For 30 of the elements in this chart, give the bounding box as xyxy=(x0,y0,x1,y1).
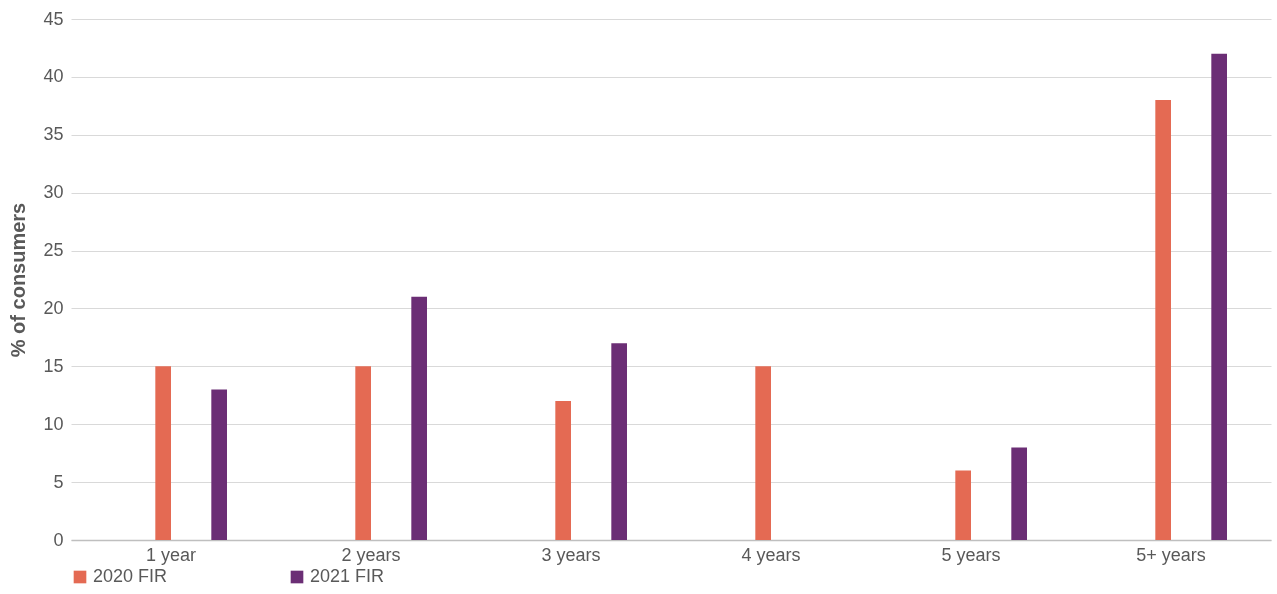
y-tick-label: 35 xyxy=(43,124,64,145)
x-tick-label: 5 years xyxy=(941,544,1001,565)
y-tick-label: 30 xyxy=(43,182,64,203)
y-tick-label: 0 xyxy=(53,529,64,550)
bar xyxy=(611,343,627,540)
x-tick-label: 5+ years xyxy=(1136,544,1206,565)
bar xyxy=(1155,100,1171,540)
x-tick-label: 3 years xyxy=(541,544,601,565)
y-tick-label: 15 xyxy=(43,355,64,376)
x-tick-label: 4 years xyxy=(741,544,801,565)
y-tick-label: 10 xyxy=(43,413,64,434)
y-tick-label: 5 xyxy=(53,471,64,492)
y-axis-title: % of consumers xyxy=(7,202,30,358)
bar xyxy=(355,366,371,540)
y-tick-label: 40 xyxy=(43,66,64,87)
y-tick-label: 45 xyxy=(43,8,64,29)
bar xyxy=(155,366,171,540)
bar xyxy=(955,470,971,540)
x-tick-label: 2 years xyxy=(341,544,401,565)
y-tick-label: 25 xyxy=(43,240,64,261)
bar xyxy=(211,389,227,540)
legend-label: 2021 FIR xyxy=(310,566,385,586)
bar xyxy=(555,401,571,540)
bar xyxy=(411,296,427,540)
legend-label: 2020 FIR xyxy=(93,566,168,586)
x-tick-label: 1 year xyxy=(145,544,197,565)
bar xyxy=(755,366,771,540)
bar xyxy=(1211,53,1227,540)
y-tick-label: 20 xyxy=(43,297,64,318)
bar xyxy=(1011,447,1027,540)
